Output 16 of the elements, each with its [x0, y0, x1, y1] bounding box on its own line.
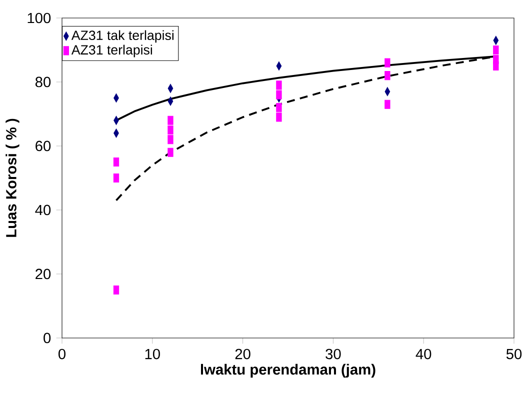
y-axis-title: Luas Korosi ( % ) — [6, 118, 20, 237]
x-tick-label: 10 — [145, 348, 160, 360]
y-tick-label: 40 — [35, 204, 51, 216]
legend-label: AZ31 tak terlapisi — [71, 30, 174, 43]
x-axis-title: lwaktu perendaman (jam) — [201, 364, 376, 378]
legend-label: AZ31 terlapisi — [71, 44, 152, 58]
x-tick-label: 30 — [326, 348, 341, 360]
y-tick-label: 80 — [35, 76, 51, 88]
y-tick-label: 100 — [28, 12, 51, 24]
x-tick-label: 50 — [506, 348, 522, 360]
y-tick-label: 60 — [36, 140, 51, 152]
x-tick-label: 0 — [58, 348, 66, 360]
x-tick-label: 20 — [235, 348, 250, 360]
y-tick-label: 0 — [44, 332, 51, 344]
x-tick-label: 40 — [416, 348, 432, 360]
y-tick-label: 20 — [36, 268, 51, 280]
